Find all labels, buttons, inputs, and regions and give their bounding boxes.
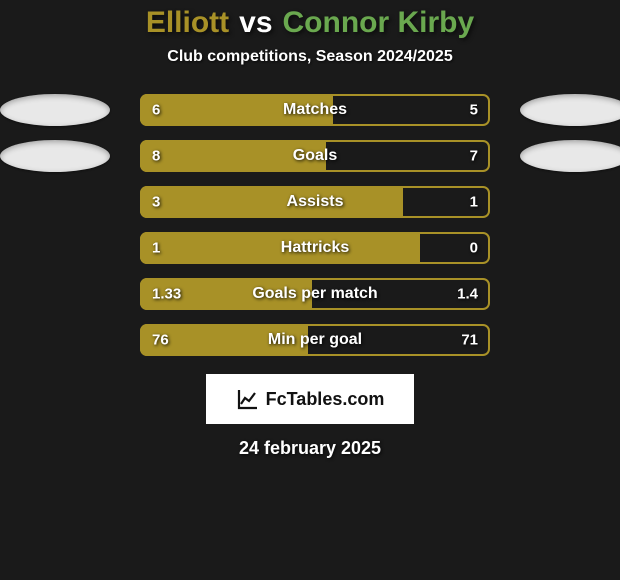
stat-row: 1 Hattricks 0 [0,232,620,264]
subtitle: Club competitions, Season 2024/2025 [167,48,452,66]
stat-row: 6 Matches 5 [0,94,620,126]
stat-label: Matches [283,101,347,119]
stat-bar: 1 Hattricks 0 [140,232,490,264]
stat-bar: 76 Min per goal 71 [140,324,490,356]
stat-right-value: 71 [461,332,478,349]
vs-label: vs [239,6,272,40]
stat-left-value: 3 [152,194,160,211]
stat-right-value: 5 [470,102,478,119]
stat-bar-fill [140,186,403,218]
player1-name: Elliott [146,6,229,40]
stat-bar: 8 Goals 7 [140,140,490,172]
stat-label: Goals [293,147,337,165]
player1-ellipse [0,94,110,126]
chart-icon [236,387,260,411]
date-label: 24 february 2025 [239,438,381,459]
stat-label: Goals per match [252,285,377,303]
stat-right-value: 7 [470,148,478,165]
stat-row: 3 Assists 1 [0,186,620,218]
player2-ellipse [520,140,620,172]
stat-label: Assists [287,193,344,211]
stat-left-value: 8 [152,148,160,165]
stat-right-value: 1.4 [457,286,478,303]
stat-left-value: 6 [152,102,160,119]
player1-ellipse [0,140,110,172]
stat-left-value: 1.33 [152,286,181,303]
player2-name: Connor Kirby [283,6,475,40]
stat-row: 8 Goals 7 [0,140,620,172]
stat-bar: 3 Assists 1 [140,186,490,218]
stat-label: Min per goal [268,331,362,349]
stat-left-value: 1 [152,240,160,257]
stat-row: 1.33 Goals per match 1.4 [0,278,620,310]
stat-bar: 6 Matches 5 [140,94,490,126]
player2-ellipse [520,94,620,126]
title: Elliott vs Connor Kirby [146,6,474,40]
stats-list: 6 Matches 5 8 Goals 7 3 Assists 1 1 Hattricks 0 1.33… [0,94,620,356]
stat-label: Hattricks [281,239,349,257]
stat-row: 76 Min per goal 71 [0,324,620,356]
stat-right-value: 1 [470,194,478,211]
stat-bar: 1.33 Goals per match 1.4 [140,278,490,310]
stat-right-value: 0 [470,240,478,257]
branding-badge[interactable]: FcTables.com [206,374,414,424]
comparison-card: Elliott vs Connor Kirby Club competition… [0,0,620,580]
stat-left-value: 76 [152,332,169,349]
branding-text: FcTables.com [266,389,385,410]
